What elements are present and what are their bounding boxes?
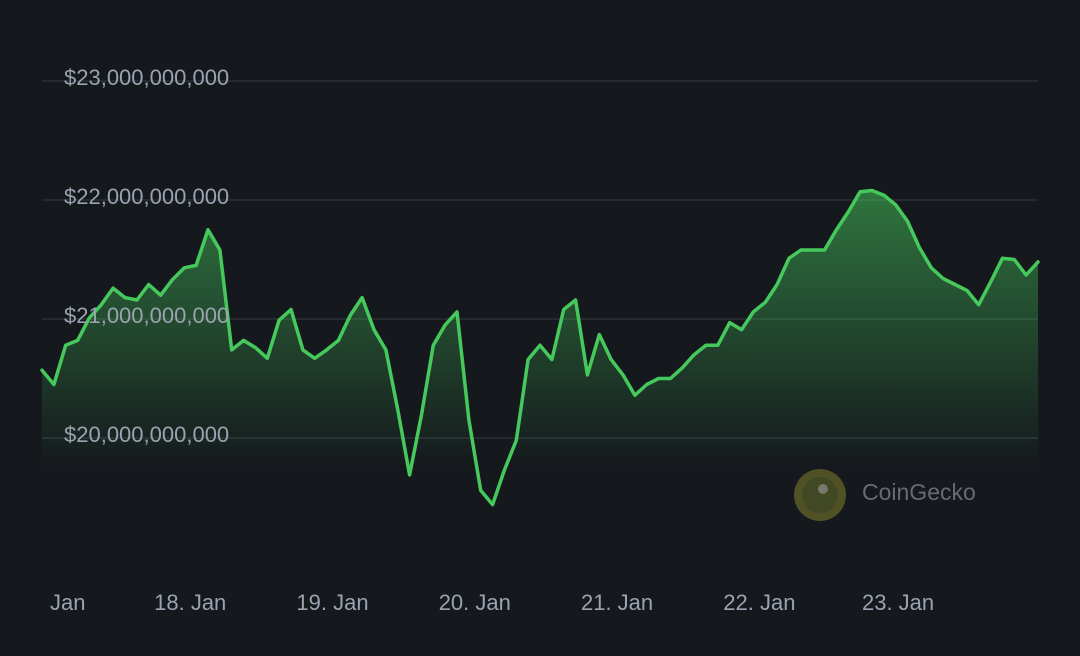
x-tick-label: 21. Jan — [581, 590, 653, 615]
watermark-text: CoinGecko — [862, 479, 976, 505]
y-tick-label: $21,000,000,000 — [64, 303, 229, 328]
price-line — [40, 188, 1040, 507]
area-layer — [40, 188, 1040, 507]
y-tick-label: $23,000,000,000 — [64, 65, 229, 90]
x-tick-label: 23. Jan — [862, 590, 934, 615]
x-tick-label: Jan — [50, 590, 85, 615]
label-layer: $20,000,000,000 $21,000,000,000 $22,000,00… — [50, 65, 934, 615]
x-tick-label: 22. Jan — [723, 590, 795, 615]
watermark-logo-inner — [802, 477, 838, 513]
x-tick-label: 20. Jan — [439, 590, 511, 615]
watermark: CoinGecko — [794, 469, 976, 521]
watermark-logo-eye — [818, 484, 828, 494]
x-tick-label: 19. Jan — [296, 590, 368, 615]
y-tick-label: $20,000,000,000 — [64, 422, 229, 447]
x-tick-label: 18. Jan — [154, 590, 226, 615]
y-tick-label: $22,000,000,000 — [64, 184, 229, 209]
